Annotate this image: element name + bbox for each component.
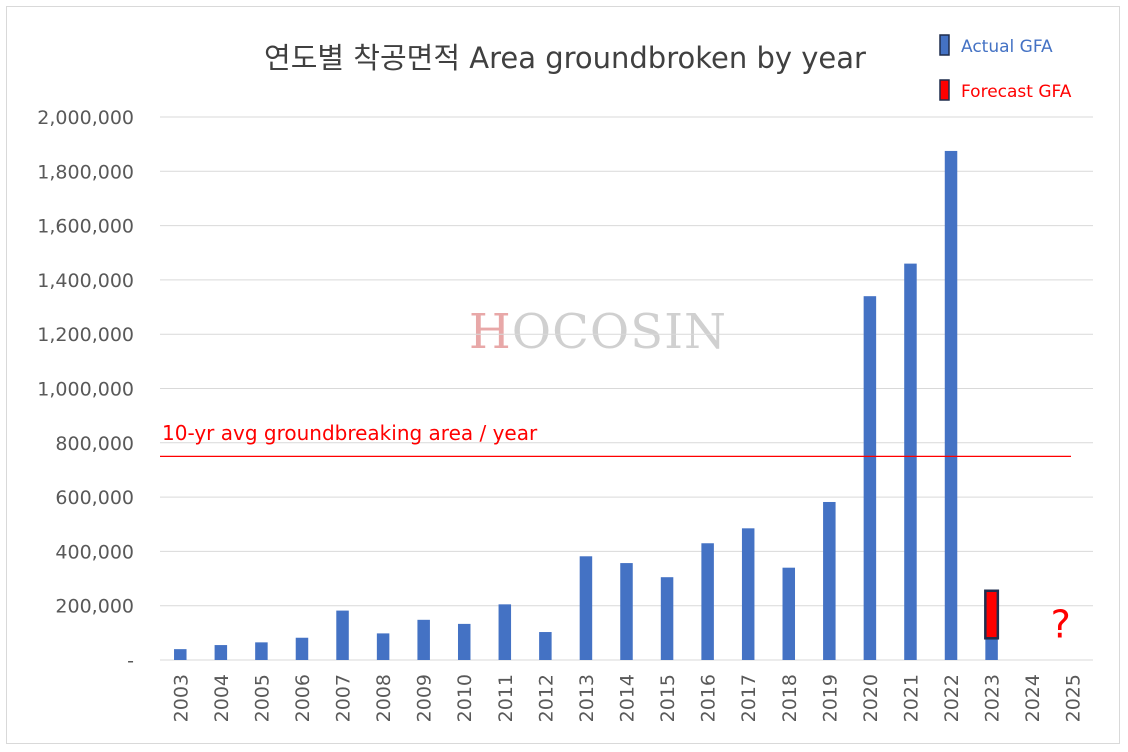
bar-actual-2019 — [823, 501, 836, 660]
y-tick-label: 800,000 — [55, 433, 134, 455]
legend-label-forecast: Forecast GFA — [961, 82, 1072, 102]
x-tick-label: 2011 — [495, 674, 517, 722]
y-axis-ticks: - 200,000 400,000 600,000 800,000 1,000,000 1,… — [37, 107, 134, 672]
x-tick-label: 2009 — [414, 674, 436, 722]
bar-forecast-2023 — [984, 589, 1000, 640]
y-tick-label: 1,800,000 — [37, 161, 134, 183]
x-tick-label: 2012 — [535, 674, 557, 722]
bar-actual-2011 — [498, 604, 512, 660]
x-tick-label: 2015 — [657, 674, 679, 722]
y-tick-label: 1,000,000 — [37, 379, 134, 401]
bar-actual-2006 — [295, 637, 309, 660]
x-tick-label: 2023 — [982, 674, 1004, 722]
svg-text:HOCOSIN: HOCOSIN — [469, 304, 727, 360]
bar-actual-2007 — [336, 610, 349, 660]
gridlines — [160, 116, 1093, 661]
bars — [174, 150, 1000, 660]
watermark-letters: OCOSIN — [512, 304, 727, 360]
x-tick-label: 2018 — [779, 674, 801, 722]
bar-actual-2012 — [539, 632, 552, 660]
y-tick-label: 1,400,000 — [37, 270, 134, 292]
legend-label-actual: Actual GFA — [961, 37, 1053, 57]
legend: Actual GFA Forecast GFA — [939, 34, 1072, 102]
legend-swatch-actual — [939, 34, 950, 56]
bar-actual-2018 — [782, 567, 796, 660]
bar-actual-2022 — [944, 150, 958, 660]
bar-actual-2015 — [660, 577, 674, 660]
y-tick-label: 400,000 — [55, 541, 134, 563]
bar-actual-2020 — [863, 296, 877, 660]
x-tick-label: 2006 — [292, 674, 314, 722]
y-tick-label: 200,000 — [55, 596, 134, 618]
bar-actual-2023 — [985, 638, 998, 660]
x-axis-ticks: 2003 2004 2005 2006 2007 2008 2009 2010 2011 2012… — [170, 674, 1084, 722]
bar-actual-2017 — [741, 528, 755, 660]
y-tick-label: 600,000 — [55, 487, 134, 509]
x-tick-label: 2008 — [373, 674, 395, 722]
bar-actual-2014 — [620, 563, 633, 660]
x-tick-label: 2004 — [211, 674, 233, 722]
y-tick-label: 2,000,000 — [37, 107, 134, 129]
x-tick-label: 2016 — [698, 674, 720, 722]
x-tick-label: 2003 — [170, 674, 192, 722]
chart-frame — [6, 6, 1120, 744]
x-tick-label: 2021 — [900, 674, 922, 722]
annotation-question-mark: ? — [1051, 602, 1071, 646]
bar-actual-2003 — [174, 649, 187, 660]
x-tick-label: 2020 — [860, 674, 882, 722]
watermark-letter-h: H — [469, 304, 512, 360]
chart-title: 연도별 착공면적 Area groundbroken by year — [264, 41, 866, 75]
x-tick-label: 2014 — [617, 674, 639, 722]
x-tick-label: 2019 — [819, 674, 841, 722]
x-tick-label: 2013 — [576, 674, 598, 722]
bar-actual-2004 — [214, 645, 228, 660]
x-tick-label: 2005 — [251, 674, 273, 722]
bar-actual-2009 — [417, 619, 430, 660]
legend-swatch-forecast — [939, 79, 950, 101]
bar-actual-2010 — [457, 623, 471, 660]
bar-actual-2016 — [701, 543, 714, 660]
ten-year-average-label: 10-yr avg groundbreaking area / year — [162, 421, 538, 445]
bar-actual-2013 — [579, 556, 593, 660]
y-tick-label: 1,600,000 — [37, 216, 134, 238]
y-tick-label: - — [127, 650, 134, 672]
x-tick-label: 2007 — [333, 674, 355, 722]
bar-actual-2008 — [376, 633, 390, 660]
y-tick-label: 1,200,000 — [37, 324, 134, 346]
x-tick-label: 2017 — [738, 674, 760, 722]
x-tick-label: 2025 — [1063, 674, 1085, 722]
x-tick-label: 2022 — [941, 674, 963, 722]
watermark: HOCOSIN — [469, 304, 727, 360]
x-tick-label: 2010 — [454, 674, 476, 722]
bar-actual-2021 — [904, 263, 917, 660]
bar-actual-2005 — [255, 642, 268, 660]
x-tick-label: 2024 — [1022, 674, 1044, 722]
